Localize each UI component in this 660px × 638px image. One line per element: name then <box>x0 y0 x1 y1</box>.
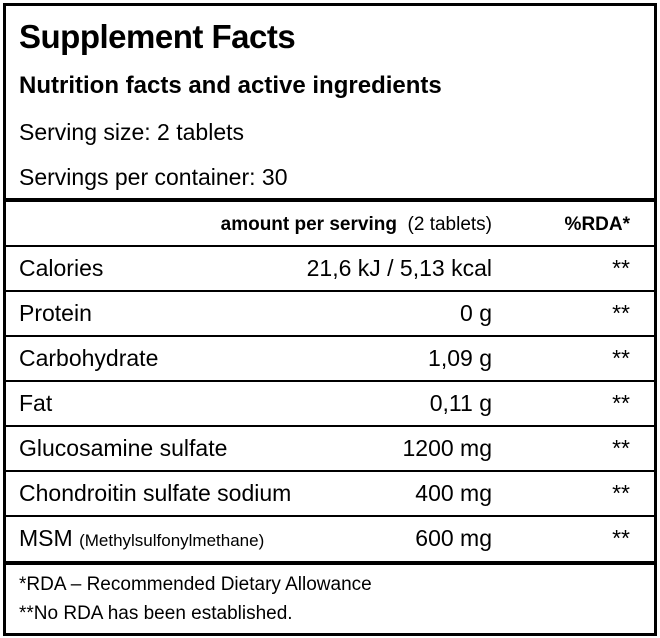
table-header: amount per serving (2 tablets) %RDA* <box>6 202 654 247</box>
table-row: Glucosamine sulfate 1200 mg ** <box>6 426 654 471</box>
rda: ** <box>612 435 630 461</box>
row-divider <box>6 425 654 427</box>
amount-note: (2 tablets) <box>407 214 492 235</box>
subtitle: Nutrition facts and active ingredients <box>19 72 442 99</box>
nutrient-note: (Methylsulfonylmethane) <box>79 531 265 550</box>
supplement-label: Supplement Facts Nutrition facts and act… <box>3 3 657 636</box>
rda: ** <box>612 525 630 551</box>
nutrient-label: Calories <box>19 255 104 281</box>
nutrient-label: Glucosamine sulfate <box>19 435 228 461</box>
row-divider <box>6 335 654 337</box>
rda: ** <box>612 300 630 326</box>
nutrient-label: Fat <box>19 390 53 416</box>
row-divider <box>6 380 654 382</box>
nutrient-name: Calories <box>19 255 103 282</box>
amount: 1,09 g <box>428 345 492 371</box>
nutrient-name: Carbohydrate <box>19 345 158 372</box>
nutrient-name: Chondroitin sulfate sodium <box>19 480 291 507</box>
amount: 600 mg <box>415 525 492 551</box>
table-row: Protein 0 g ** <box>6 291 654 336</box>
nutrient-label: Protein <box>19 300 92 326</box>
nutrient-name: Protein <box>19 300 92 327</box>
amount: 0 g <box>460 300 492 326</box>
nutrient-label: Chondroitin sulfate sodium <box>19 480 292 506</box>
servings-per-container: Servings per container: 30 <box>19 164 288 190</box>
amount: 400 mg <box>415 480 492 506</box>
rda: ** <box>612 345 630 371</box>
rda: ** <box>612 255 630 281</box>
amount: 1200 mg <box>402 435 492 461</box>
nutrient-label: Carbohydrate <box>19 345 159 371</box>
title: Supplement Facts <box>19 18 296 55</box>
rda: ** <box>612 390 630 416</box>
table-row: MSM (Methylsulfonylmethane) 600 mg ** <box>6 516 654 561</box>
nutrient-label: MSM <box>19 525 73 551</box>
amount: 21,6 kJ / 5,13 kcal <box>306 255 492 281</box>
footnote: *RDA – Recommended Dietary Allowance <box>19 574 372 595</box>
table-row: Calories 21,6 kJ / 5,13 kcal ** <box>6 246 654 291</box>
footnote: **No RDA has been established. <box>19 603 293 624</box>
amount-header: amount per serving (2 tablets) <box>221 214 492 236</box>
divider <box>6 561 654 565</box>
rda: ** <box>612 480 630 506</box>
rda-header: %RDA* <box>564 214 630 235</box>
divider <box>6 198 654 202</box>
table-row: Carbohydrate 1,09 g ** <box>6 336 654 381</box>
row-divider <box>6 470 654 472</box>
amount-title: amount per serving <box>220 214 397 235</box>
nutrient-name: Fat <box>19 390 52 417</box>
row-divider <box>6 245 654 247</box>
row-divider <box>6 515 654 517</box>
serving-size: Serving size: 2 tablets <box>19 119 245 145</box>
table-row: Fat 0,11 g ** <box>6 381 654 426</box>
nutrient-name: Glucosamine sulfate <box>19 435 227 462</box>
nutrient-name: MSM (Methylsulfonylmethane) <box>19 525 264 552</box>
amount: 0,11 g <box>429 390 492 416</box>
row-divider <box>6 290 654 292</box>
table-row: Chondroitin sulfate sodium 400 mg ** <box>6 471 654 516</box>
